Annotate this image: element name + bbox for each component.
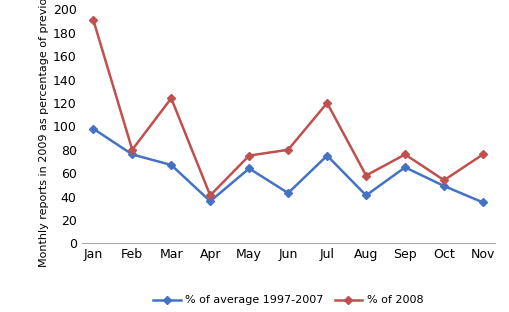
% of 2008 (323, 101, 329, 105)
% of 2008 (168, 96, 174, 100)
% of 2008 (246, 154, 252, 158)
Line: % of average 1997-2007: % of average 1997-2007 (90, 126, 485, 205)
% of average 1997-2007 (362, 193, 369, 197)
% of 2008 (207, 193, 213, 197)
% of average 1997-2007 (401, 165, 407, 169)
% of average 1997-2007 (285, 191, 291, 195)
Y-axis label: Monthly reports in 2009 as percentage of previous: Monthly reports in 2009 as percentage of… (39, 0, 48, 267)
% of average 1997-2007 (168, 163, 174, 167)
% of 2008 (129, 148, 135, 152)
% of average 1997-2007 (440, 184, 446, 188)
% of 2008 (285, 148, 291, 152)
Legend: % of average 1997-2007, % of 2008: % of average 1997-2007, % of 2008 (148, 291, 427, 310)
% of 2008 (440, 178, 446, 182)
% of 2008 (479, 153, 485, 156)
% of average 1997-2007 (129, 153, 135, 156)
% of 2008 (362, 173, 369, 177)
% of average 1997-2007 (246, 167, 252, 170)
% of 2008 (90, 18, 96, 22)
Line: % of 2008: % of 2008 (90, 17, 485, 198)
% of 2008 (401, 153, 407, 156)
% of average 1997-2007 (323, 154, 329, 158)
% of average 1997-2007 (90, 127, 96, 131)
% of average 1997-2007 (207, 199, 213, 203)
% of average 1997-2007 (479, 201, 485, 204)
